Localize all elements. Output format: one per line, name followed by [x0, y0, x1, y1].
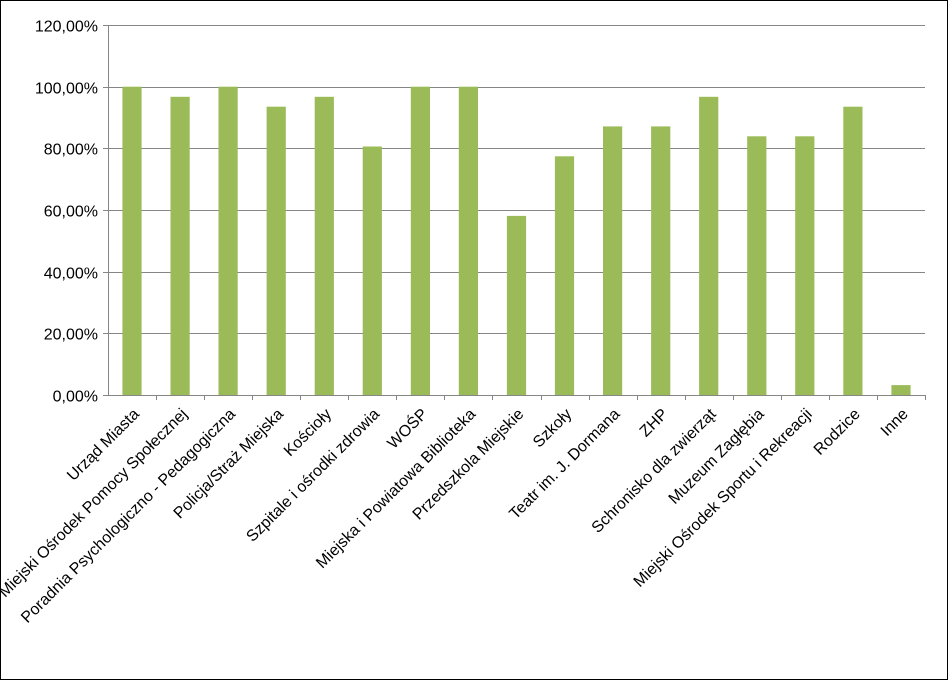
- bar: [410, 86, 430, 395]
- category-label: Rodzice: [811, 406, 864, 459]
- bar: [266, 106, 286, 395]
- category-label: Szkoły: [530, 406, 575, 451]
- category-label: Miejski Ośrodek Sportu i Rekreacji: [631, 406, 816, 591]
- bar: [362, 146, 382, 395]
- bar: [603, 126, 623, 396]
- y-tick-label: 120,00%: [35, 19, 98, 36]
- category-label: WOŚP: [383, 404, 431, 452]
- y-tick-label: 40,00%: [44, 266, 98, 283]
- category-label: Inne: [878, 406, 912, 440]
- bar: [795, 136, 815, 396]
- y-tick-label: 100,00%: [35, 81, 98, 98]
- bar: [651, 126, 671, 396]
- category-label: Miejski Ośrodek Pomocy Społecznej: [1, 406, 191, 601]
- bar: [843, 106, 863, 395]
- bar: [554, 156, 575, 395]
- bar: [122, 86, 142, 395]
- bar: [506, 215, 527, 395]
- bar: [218, 86, 238, 395]
- y-tick-label: 20,00%: [44, 327, 98, 344]
- bar: [891, 385, 911, 395]
- y-tick-label: 60,00%: [44, 204, 98, 221]
- bar: [699, 96, 719, 396]
- bar: [314, 96, 334, 396]
- bar: [747, 136, 767, 396]
- y-tick-label: 80,00%: [44, 142, 98, 159]
- bar: [458, 86, 478, 395]
- bar: [170, 96, 190, 396]
- category-label: Poradnia Psychologiczno - Pedagogiczna: [18, 406, 239, 627]
- category-label: ZHP: [637, 406, 672, 441]
- bars: [122, 86, 911, 396]
- axes: [103, 25, 926, 400]
- y-axis-tick-labels: 0,00% 20,00% 40,00% 60,00% 80,00% 100,00% 120,…: [35, 19, 98, 406]
- y-tick-label: 0,00%: [53, 389, 98, 406]
